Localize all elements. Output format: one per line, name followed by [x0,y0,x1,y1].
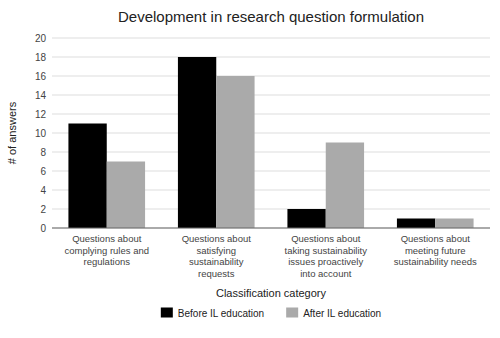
legend: Before IL education After IL education [161,308,381,319]
x-tick-label: Questions aboutsatisfyingsustainabilityr… [182,233,252,279]
grid-line [52,152,490,153]
x-tick-label-line: sustainability [189,256,244,267]
bar [435,219,473,229]
bars [68,57,473,228]
x-tick-label: Questions aboutmeeting futuresustainabil… [394,233,477,267]
y-tick-label: 8 [40,147,46,158]
x-tick-label: Questions aboutcomplying rules andregula… [65,233,150,267]
y-tick-label: 0 [40,223,46,234]
x-tick-label-line: complying rules and [65,245,150,256]
y-tick-label: 16 [35,71,47,82]
legend-label: Before IL education [178,308,264,319]
legend-swatch [161,308,173,318]
grid-line [52,76,490,77]
bar [178,57,216,228]
x-tick-label: Questions abouttaking sustainabilityissu… [285,233,368,279]
x-tick-label-line: issues proactively [288,256,363,267]
bar [216,76,254,228]
grid-line [52,95,490,96]
y-tick-label: 18 [35,52,47,63]
y-axis-label: # of answers [6,101,18,164]
y-tick-label: 20 [35,33,47,44]
grid-line [52,114,490,115]
chart-svg: Development in research question formula… [0,0,500,338]
bar [107,162,145,229]
x-axis-line [52,228,490,229]
grid-line [52,133,490,134]
x-axis-label: Classification category [216,287,327,299]
bar [287,209,325,228]
legend-item: After IL education [286,308,381,319]
x-tick-label-line: sustainability needs [394,256,477,267]
grid-line [52,57,490,58]
x-tick-label-line: Questions about [401,233,471,244]
legend-swatch [286,308,298,318]
y-tick-label: 2 [40,204,46,215]
x-tick-label-line: Questions about [291,233,361,244]
legend-label: After IL education [303,308,381,319]
bar [68,124,106,229]
legend-item: Before IL education [161,308,264,319]
grid-line [52,228,490,229]
x-tick-label-line: taking sustainability [285,245,368,256]
y-tick-label: 10 [35,128,47,139]
x-tick-label-line: Questions about [72,233,142,244]
y-tick-label: 4 [40,185,46,196]
bar [326,143,364,229]
bar [397,219,435,229]
y-tick-label: 12 [35,109,47,120]
grid-line [52,38,490,39]
x-tick-label-line: Questions about [182,233,252,244]
chart-container: Development in research question formula… [0,0,500,338]
x-tick-label-line: regulations [84,256,131,267]
x-tick-label-line: requests [198,268,235,279]
x-tick-label-line: meeting future [405,245,466,256]
y-grid: 0 2 4 6 8 10 12 14 16 18 20 [35,33,490,234]
chart-title: Development in research question formula… [118,8,424,25]
x-tick-label-line: satisfying [196,245,236,256]
x-tick-label-line: into account [300,268,352,279]
y-tick-label: 14 [35,90,47,101]
y-tick-label: 6 [40,166,46,177]
